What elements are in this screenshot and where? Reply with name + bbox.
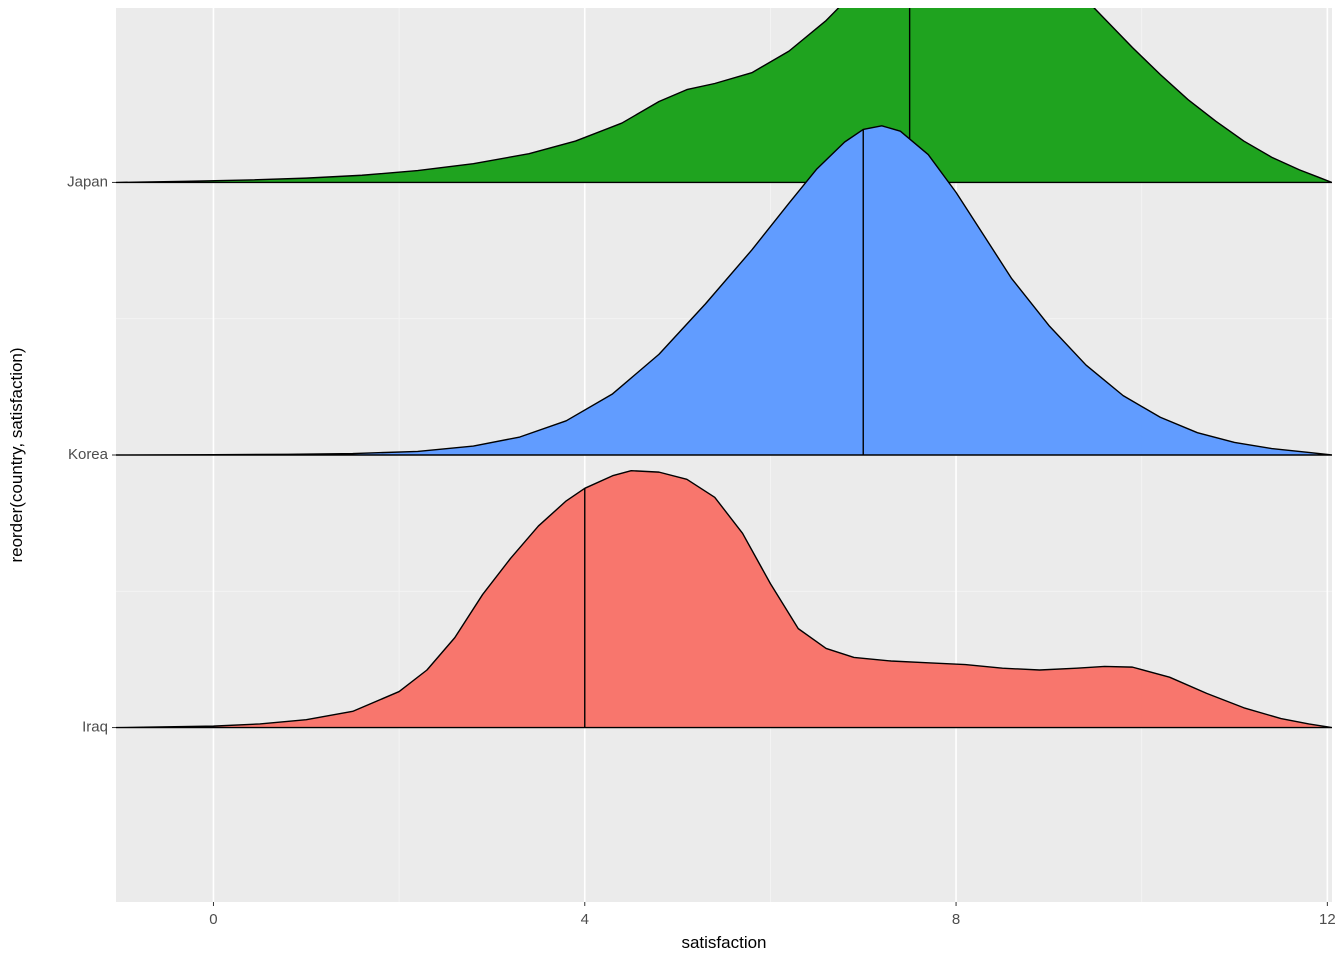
y-tick-label: Iraq: [82, 719, 108, 736]
y-tick-label: Korea: [68, 446, 109, 463]
y-tick-label: Japan: [67, 173, 108, 190]
x-tick-label: 0: [209, 911, 217, 928]
y-axis-title: reorder(country, satisfaction): [7, 347, 26, 562]
x-tick-label: 4: [581, 911, 589, 928]
chart-svg: 0 4 8 12 Iraq Korea Japan satisfaction reorder(c…: [0, 0, 1344, 960]
x-axis-title: satisfaction: [681, 933, 766, 952]
x-tick-label: 12: [1319, 911, 1336, 928]
ridgeline-chart: 0 4 8 12 Iraq Korea Japan satisfaction reorder(c…: [0, 0, 1344, 960]
x-tick-label: 8: [952, 911, 960, 928]
